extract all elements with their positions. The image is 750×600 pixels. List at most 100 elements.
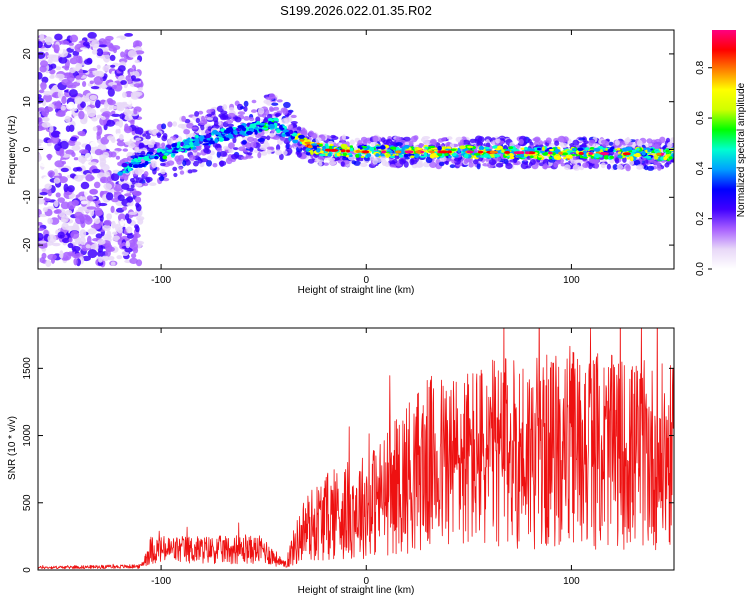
spectrogram-cell [70, 136, 78, 142]
spectrogram-cell [646, 138, 653, 144]
snr-y-tick-label: 500 [22, 494, 33, 511]
spectrogram-cell [103, 183, 113, 190]
spectrogram-cell [171, 151, 179, 154]
spectrogram-cell [464, 153, 469, 159]
spectrogram-cell [530, 148, 535, 152]
spectrogram-cell [42, 207, 48, 213]
spectrogram-cell [38, 112, 42, 118]
spectrogram-cell [78, 196, 87, 200]
spectrogram-cell [392, 158, 398, 164]
spectrogram-cell [61, 95, 67, 105]
spectrogram-cell [628, 160, 635, 166]
spectrogram-cell [208, 140, 216, 145]
spectrogram-cell [126, 202, 134, 207]
spectrogram-cell [172, 121, 178, 127]
spectrogram-cell [117, 226, 123, 234]
spectrogram-cell [206, 113, 213, 117]
spectrogram-cell [563, 164, 571, 171]
spectrogram-cell [106, 230, 112, 238]
spectrogram-cell [56, 100, 62, 109]
spectrogram-cell [182, 160, 187, 167]
spectrogram-cell [130, 184, 135, 189]
spectrogram-cell [132, 164, 140, 169]
spectrogram-cell [66, 74, 75, 83]
spectrogram-cell [47, 217, 53, 225]
spectrogram-cell [124, 108, 131, 116]
spectrogram-cell [89, 189, 98, 195]
spectrogram-cell [137, 87, 143, 91]
spectrogram-cell [111, 70, 116, 79]
spectrogram-cell [451, 153, 457, 157]
spectrogram-cell [66, 84, 77, 89]
spectrogram-cell [119, 113, 125, 120]
spectrogram-cell [505, 163, 513, 170]
spectrogram-cell [126, 187, 135, 192]
spectrogram-cell [271, 128, 276, 133]
spectrogram-cell [122, 206, 127, 211]
spectrogram-cell [218, 137, 225, 142]
spectrogram-cell [467, 145, 474, 149]
spectrogram-cell [73, 157, 79, 161]
spectrogram-cell [508, 146, 514, 150]
spectrogram-cell [247, 136, 255, 142]
spectrogram-cell [84, 58, 93, 65]
spectrogram-cell [242, 139, 247, 145]
spectrogram-cell [103, 53, 111, 63]
spectrogram-cell [99, 176, 109, 184]
spectrogram-cell [74, 96, 83, 105]
spectrogram-cell [138, 154, 145, 158]
spectrogram-cell [222, 104, 228, 111]
spectrogram-cell [194, 111, 200, 117]
spectrogram-cell [38, 72, 43, 80]
spectrogram-cell [47, 170, 55, 178]
spectrogram-cell [142, 133, 147, 137]
spectrogram-cell [266, 148, 272, 155]
spectrogram-cell [134, 196, 142, 203]
spectrogram-cell [120, 80, 127, 85]
spectrogram-cell [38, 41, 43, 49]
spectrogram-cell [359, 162, 368, 168]
spectrogram-cell [572, 139, 580, 146]
spectrogram-cell [46, 54, 57, 59]
spectrogram-cell [162, 177, 170, 182]
spectrogram-cell [290, 114, 297, 119]
spectrogram-cell [351, 160, 357, 165]
colorbar-ticks: 0.0 0.2 0.4 0.6 0.8 [695, 60, 712, 276]
spectrogram-cell [156, 150, 161, 153]
spectrogram-cell [249, 141, 257, 149]
spectrogram-cell [328, 161, 337, 165]
spectrogram-cell [98, 256, 103, 263]
spectrogram-cell [346, 149, 350, 153]
snr-series-line [38, 328, 674, 570]
spectrogram-cell [138, 142, 145, 149]
spectrogram-cell [318, 162, 323, 167]
spectrogram-cell [86, 195, 93, 201]
spectrogram-cell [247, 152, 253, 156]
spectrogram-cell [575, 159, 583, 164]
spectrogram-cell [584, 147, 590, 151]
spectrogram-cell [118, 65, 126, 72]
spectrogram-cell [349, 147, 354, 152]
snr-frame [37, 327, 675, 571]
spectrogram-cell [98, 202, 108, 207]
spectrogram-cell [501, 149, 505, 153]
spectrogram-cell [290, 121, 298, 125]
spectrogram-cell [130, 161, 134, 164]
spectrogram-cell [520, 153, 525, 158]
spectrogram-cell [266, 146, 273, 150]
spectrogram-cell [236, 134, 243, 137]
spectrogram-cell [115, 37, 122, 43]
spectrogram-cell [438, 161, 445, 167]
spectrogram-cell [381, 150, 387, 154]
spectrogram-cell [342, 134, 346, 140]
spectrogram-cell [124, 115, 133, 121]
spectrogram-cell [80, 47, 88, 51]
spectrogram-cell [494, 148, 501, 151]
spectrogram-cell [112, 235, 120, 241]
spectrogram-cell [79, 236, 86, 245]
spectrogram-cell [450, 148, 457, 151]
spectrogram-cell [222, 113, 229, 120]
spectrogram-cell [600, 152, 609, 156]
spectrogram-cell [340, 161, 345, 167]
spectrogram-cell [385, 153, 391, 157]
